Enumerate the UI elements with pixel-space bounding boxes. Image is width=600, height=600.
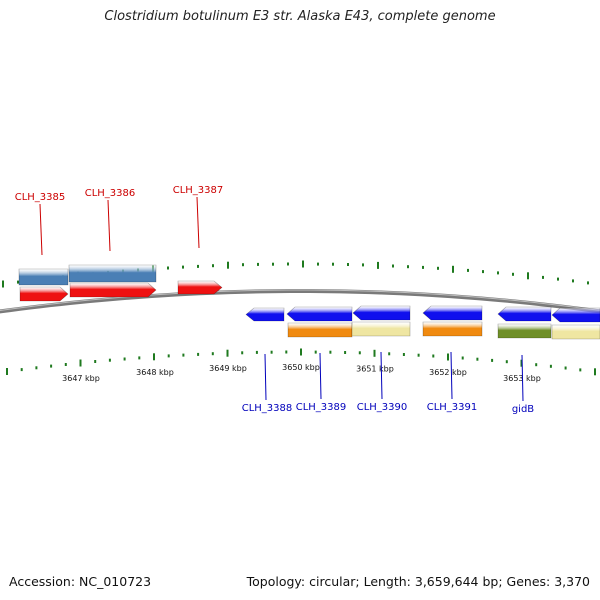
topology-label: Topology: circular; Length: 3,659,644 bp…	[246, 574, 590, 589]
gene-label-CLH_3385[interactable]: CLH_3385	[15, 192, 66, 203]
reverse-cds-arrow[interactable]	[422, 305, 483, 321]
cog-box[interactable]	[287, 322, 353, 338]
cog-box[interactable]	[351, 321, 411, 337]
gene-label-CLH_3387[interactable]: CLH_3387	[173, 185, 224, 196]
scale-label: 3651 kbp	[356, 364, 394, 373]
cog-box[interactable]	[551, 324, 600, 340]
gene-label-CLH_3386[interactable]: CLH_3386	[85, 188, 136, 199]
gene-label-CLH_3391[interactable]: CLH_3391	[427, 402, 478, 413]
reverse-cds-arrow[interactable]	[286, 306, 353, 322]
label-leader-line	[319, 352, 322, 400]
cog-box[interactable]	[18, 268, 69, 286]
gene-label-CLH_3389[interactable]: CLH_3389	[296, 402, 347, 413]
genome-backbone	[0, 288, 600, 314]
label-leader-line	[450, 351, 453, 400]
label-leader-line	[196, 196, 200, 249]
label-leader-line	[521, 354, 524, 402]
scale-label: 3652 kbp	[429, 368, 467, 377]
cog-box[interactable]	[497, 323, 552, 339]
reverse-cds-arrow[interactable]	[245, 307, 285, 322]
forward-cds-arrow[interactable]	[19, 286, 69, 302]
scale-label: 3653 kbp	[503, 374, 541, 383]
gene-label-gidB[interactable]: gidB	[512, 404, 534, 415]
reverse-cds-arrow[interactable]	[551, 307, 600, 323]
scale-label: 3648 kbp	[136, 368, 174, 377]
reverse-cds-arrow[interactable]	[497, 306, 552, 322]
scale-label: 3647 kbp	[62, 374, 100, 383]
label-leader-line	[380, 351, 383, 400]
cog-box[interactable]	[68, 264, 157, 283]
reverse-cds-arrow[interactable]	[352, 305, 411, 321]
label-leader-line	[107, 199, 111, 252]
forward-cds-arrow[interactable]	[69, 282, 157, 298]
accession-label: Accession: NC_010723	[9, 574, 152, 589]
scale-label: 3649 kbp	[209, 364, 247, 373]
label-leader-line	[39, 203, 43, 256]
forward-cds-arrow[interactable]	[177, 280, 223, 295]
cog-box[interactable]	[422, 321, 483, 337]
scale-label: 3650 kbp	[282, 363, 320, 372]
gene-label-CLH_3390[interactable]: CLH_3390	[357, 402, 408, 413]
gene-label-CLH_3388[interactable]: CLH_3388	[242, 403, 293, 414]
label-leader-line	[264, 353, 267, 401]
genome-backbone-highlight	[0, 289, 600, 311]
map-title: Clostridium botulinum E3 str. Alaska E43…	[104, 9, 496, 24]
